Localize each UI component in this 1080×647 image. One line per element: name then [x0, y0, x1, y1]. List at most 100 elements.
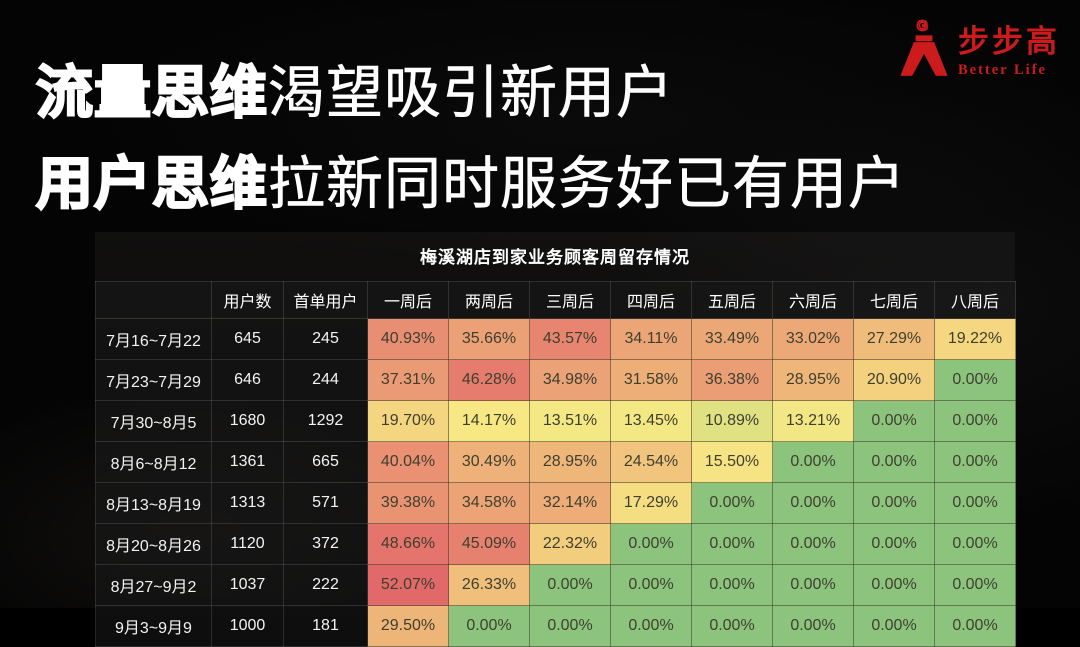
retention-cell: 22.32%: [529, 523, 611, 565]
retention-cell: 0.00%: [934, 564, 1016, 606]
retention-cell: 0.00%: [691, 482, 773, 524]
retention-cell: 28.95%: [772, 359, 854, 401]
column-header: 三周后: [529, 281, 611, 319]
retention-cell: 0.00%: [691, 564, 773, 606]
users-cell: 1000: [211, 605, 284, 647]
retention-cell: 35.66%: [448, 318, 530, 360]
retention-cell: 0.00%: [934, 482, 1016, 524]
period-cell: 8月13~8月19: [95, 482, 212, 524]
retention-cell: 31.58%: [610, 359, 692, 401]
retention-cell: 13.45%: [610, 400, 692, 442]
column-header: 四周后: [610, 281, 692, 319]
first-order-users-cell: 222: [283, 564, 368, 606]
retention-table-panel: 梅溪湖店到家业务顾客周留存情况 用户数 首单用户 一周后 两周后 三周后 四周后 五周后 六周…: [95, 232, 1016, 647]
title-line2-emphasis: 用户思维: [35, 151, 268, 217]
table-corner-cell: [95, 281, 212, 319]
users-cell: 645: [211, 318, 284, 360]
retention-cell: 0.00%: [934, 400, 1016, 442]
retention-cell: 0.00%: [934, 359, 1016, 401]
svg-text:G: G: [917, 18, 928, 34]
retention-cell: 14.17%: [448, 400, 530, 442]
title-line-1: 流量思维渴望吸引新用户: [35, 48, 906, 139]
period-cell: 7月23~7月29: [95, 359, 212, 401]
first-order-users-cell: 181: [283, 605, 368, 647]
table-row: 8月27~9月2 1037 222 52.07% 26.33% 0.00% 0.00% 0.0…: [95, 564, 1016, 606]
first-order-users-cell: 244: [283, 359, 368, 401]
table-row: 7月30~8月5 1680 1292 19.70% 14.17% 13.51% 13.45%…: [95, 400, 1016, 442]
retention-cell: 40.04%: [367, 441, 449, 483]
bbk-logo-text: 步步高 Better Life: [958, 16, 1060, 79]
retention-cell: 0.00%: [610, 564, 692, 606]
column-header: 六周后: [772, 281, 854, 319]
first-order-users-cell: 571: [283, 482, 368, 524]
retention-cell: 0.00%: [853, 482, 935, 524]
retention-cell: 30.49%: [448, 441, 530, 483]
period-cell: 9月3~9月9: [95, 605, 212, 647]
table-row: 8月13~8月19 1313 571 39.38% 34.58% 32.14% 17.29%…: [95, 482, 1016, 524]
users-cell: 1037: [211, 564, 284, 606]
users-cell: 1120: [211, 523, 284, 565]
retention-cell: 33.49%: [691, 318, 773, 360]
users-cell: 1680: [211, 400, 284, 442]
title-line-2: 用户思维拉新同时服务好已有用户: [35, 139, 906, 230]
column-header: 七周后: [853, 281, 935, 319]
period-cell: 8月6~8月12: [95, 441, 212, 483]
title-line1-rest: 渴望吸引新用户: [268, 61, 674, 126]
retention-cell: 17.29%: [610, 482, 692, 524]
retention-cell: 34.98%: [529, 359, 611, 401]
retention-cell: 0.00%: [853, 564, 935, 606]
column-header: 一周后: [367, 281, 449, 319]
period-cell: 8月20~8月26: [95, 523, 212, 565]
retention-cell: 27.29%: [853, 318, 935, 360]
title-line1-emphasis: 流量思维: [35, 60, 268, 126]
column-header: 用户数: [211, 281, 284, 319]
first-order-users-cell: 1292: [283, 400, 368, 442]
retention-cell: 0.00%: [691, 605, 773, 647]
retention-cell: 32.14%: [529, 482, 611, 524]
retention-cell: 0.00%: [610, 523, 692, 565]
first-order-users-cell: 665: [283, 441, 368, 483]
column-header: 八周后: [934, 281, 1016, 319]
retention-cell: 0.00%: [853, 523, 935, 565]
first-order-users-cell: 245: [283, 318, 368, 360]
retention-cell: 20.90%: [853, 359, 935, 401]
table-row: 7月16~7月22 645 245 40.93% 35.66% 43.57% 34.11% 3…: [95, 318, 1016, 360]
period-cell: 8月27~9月2: [95, 564, 212, 606]
retention-cell: 0.00%: [529, 605, 611, 647]
retention-cell: 0.00%: [934, 441, 1016, 483]
bbk-logo-mark-icon: G: [900, 17, 948, 76]
users-cell: 1313: [211, 482, 284, 524]
retention-cell: 0.00%: [853, 400, 935, 442]
retention-cell: 0.00%: [691, 523, 773, 565]
period-cell: 7月30~8月5: [95, 400, 212, 442]
column-header: 五周后: [691, 281, 773, 319]
retention-cell: 19.22%: [934, 318, 1016, 360]
retention-cell: 45.09%: [448, 523, 530, 565]
retention-cell: 0.00%: [772, 441, 854, 483]
retention-cell: 0.00%: [529, 564, 611, 606]
retention-cell: 52.07%: [367, 564, 449, 606]
first-order-users-cell: 372: [283, 523, 368, 565]
retention-cell: 0.00%: [772, 605, 854, 647]
retention-cell: 43.57%: [529, 318, 611, 360]
title-line2-rest: 拉新同时服务好已有用户: [268, 152, 906, 217]
table-row: 8月6~8月12 1361 665 40.04% 30.49% 28.95% 24.54% 1…: [95, 441, 1016, 483]
table-row: 8月20~8月26 1120 372 48.66% 45.09% 22.32% 0.00% 0…: [95, 523, 1016, 565]
retention-cell: 0.00%: [448, 605, 530, 647]
slide-title: 流量思维渴望吸引新用户 用户思维拉新同时服务好已有用户: [35, 48, 906, 230]
retention-cell: 0.00%: [772, 482, 854, 524]
retention-cell: 0.00%: [772, 564, 854, 606]
retention-cell: 24.54%: [610, 441, 692, 483]
retention-cell: 33.02%: [772, 318, 854, 360]
retention-cell: 37.31%: [367, 359, 449, 401]
retention-table: 用户数 首单用户 一周后 两周后 三周后 四周后 五周后 六周后 七周后 八周后 7月16~7月2…: [95, 281, 1016, 647]
column-header: 首单用户: [283, 281, 368, 319]
retention-cell: 13.21%: [772, 400, 854, 442]
retention-cell: 19.70%: [367, 400, 449, 442]
bbk-logo-tagline: Better Life: [958, 61, 1047, 78]
table-row: 7月23~7月29 646 244 37.31% 46.28% 34.98% 31.58% 3…: [95, 359, 1016, 401]
column-header: 两周后: [448, 281, 530, 319]
retention-cell: 26.33%: [448, 564, 530, 606]
retention-cell: 0.00%: [610, 605, 692, 647]
